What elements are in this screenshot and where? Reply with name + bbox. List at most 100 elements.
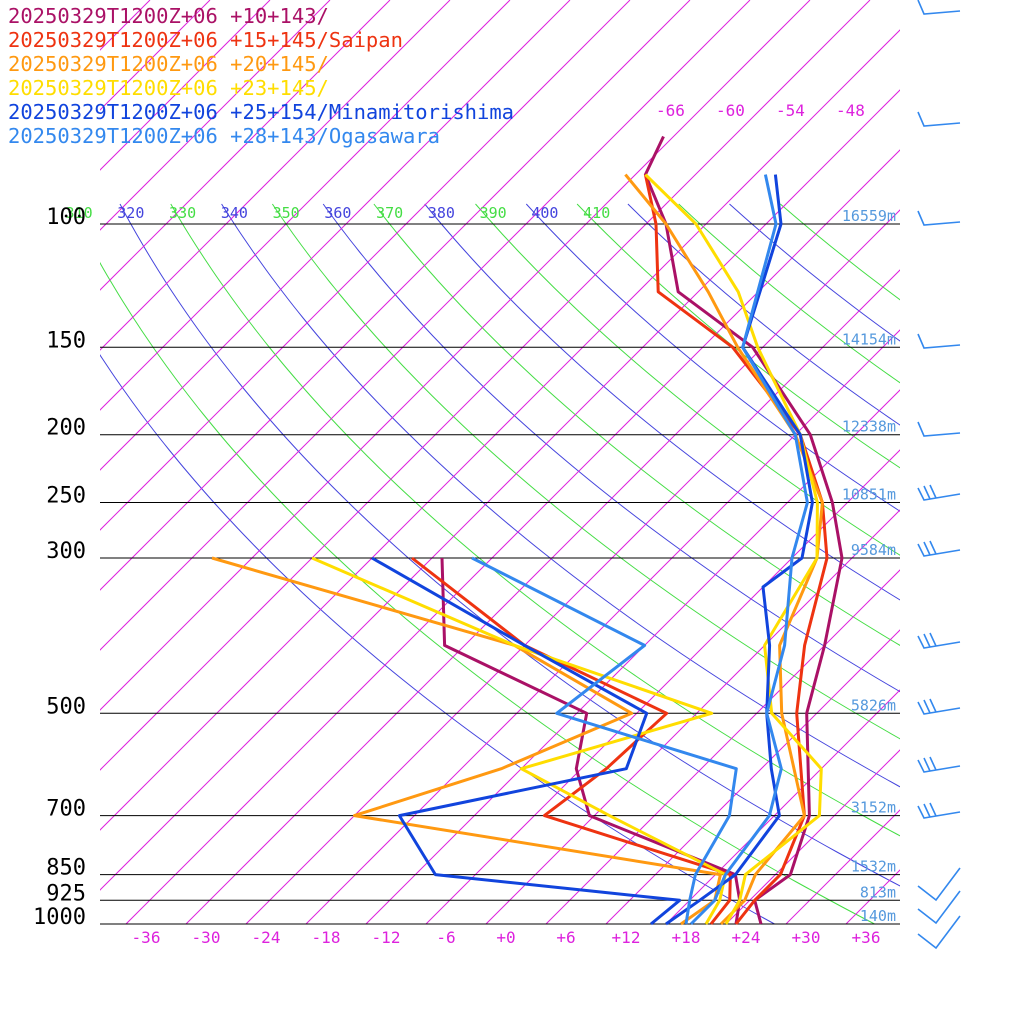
- dry-adiabat-380: [424, 203, 900, 601]
- legend-entry: 20250329T1200Z+06 +28+143/Ogasawara: [8, 124, 440, 148]
- dry-adiabat-310: [100, 261, 875, 924]
- pressure-label-250: 250: [46, 484, 86, 509]
- pressure-label-700: 700: [46, 797, 86, 822]
- wind-barb: [917, 210, 961, 226]
- series-1-dewpoint-line: [440, 557, 742, 925]
- isotherm--110: [100, 0, 331, 231]
- height-label-500: 5826m: [851, 696, 896, 714]
- wind-barb: [917, 756, 961, 773]
- wind-barb: [917, 333, 961, 349]
- pressure-label-100: 100: [46, 205, 86, 230]
- dry-adiabats: [100, 203, 900, 924]
- isotherm-label--48: -48: [836, 101, 865, 120]
- theta-label-340: 340: [221, 204, 248, 222]
- x-tick-+0: +0: [496, 928, 515, 947]
- isotherm--50: [100, 29, 900, 831]
- series-1-temperature-line: [643, 135, 844, 925]
- dry-adiabat-300: [100, 354, 775, 924]
- legend-entry: 20250329T1200Z+06 +20+145/: [8, 52, 329, 76]
- isotherm--14: [365, 389, 900, 924]
- isotherm--26: [245, 269, 900, 924]
- x-tick--30: -30: [192, 928, 221, 947]
- x-tick--18: -18: [312, 928, 341, 947]
- legend-entry: 20250329T1200Z+06 +15+145/Saipan: [8, 28, 403, 52]
- height-label-150: 14154m: [842, 330, 896, 348]
- x-tick-+30: +30: [792, 928, 821, 947]
- isotherm--56: [100, 0, 871, 771]
- theta-label-400: 400: [531, 204, 558, 222]
- height-label-700: 3152m: [851, 799, 896, 817]
- isobar-lines: [100, 223, 900, 925]
- dry-adiabat-340: [221, 203, 900, 788]
- x-tick--12: -12: [372, 928, 401, 947]
- series-4-dewpoint-line: [311, 556, 727, 925]
- dry-adiabat-labels: 310 320 330 340 350 360 370 380 390 400 410: [66, 204, 611, 222]
- pressure-label-200: 200: [46, 416, 86, 441]
- isotherm--38: [125, 149, 900, 924]
- dry-adiabat-320: [119, 203, 900, 887]
- series-4-temperature-line: [644, 173, 823, 925]
- isotherm--20: [305, 329, 900, 924]
- isotherm--8: [425, 449, 900, 924]
- x-tick--24: -24: [252, 928, 281, 947]
- x-tick-+24: +24: [732, 928, 761, 947]
- isotherm--92: [100, 0, 511, 411]
- isotherm-40: [906, 0, 1024, 924]
- dry-adiabat-370: [373, 203, 900, 646]
- wind-barb: [917, 698, 961, 715]
- theta-label-410: 410: [583, 204, 610, 222]
- series-3-temperature-line: [624, 173, 824, 926]
- wind-barb: [917, 632, 961, 649]
- dry-adiabat-350: [271, 203, 900, 740]
- height-label-100: 16559m: [842, 207, 896, 225]
- height-label-850: 1532m: [851, 858, 896, 876]
- wind-barbs: [917, 0, 961, 950]
- x-tick-+18: +18: [672, 928, 701, 947]
- theta-label-370: 370: [376, 204, 403, 222]
- theta-label-390: 390: [480, 204, 507, 222]
- isotherm--68: [100, 0, 751, 651]
- wind-barb: [917, 890, 961, 925]
- height-label-300: 9584m: [851, 541, 896, 559]
- legend-entry: 20250329T1200Z+06 +10+143/: [8, 4, 329, 28]
- isotherm-label--66: -66: [656, 101, 685, 120]
- pressure-label-300: 300: [46, 539, 86, 564]
- series-6-temperature-line: [689, 174, 809, 926]
- isotherm-34: [845, 869, 900, 924]
- isotherm--86: [100, 0, 571, 471]
- x-tick--36: -36: [132, 928, 161, 947]
- height-label-250: 10851m: [842, 486, 896, 504]
- wind-barb: [917, 111, 961, 127]
- dry-adiabat-420: [627, 203, 900, 426]
- isotherm--32: [185, 209, 900, 924]
- x-tick--6: -6: [436, 928, 455, 947]
- series-5-dewpoint-line: [371, 556, 682, 926]
- theta-label-310: 310: [66, 204, 93, 222]
- legend-entry: 20250329T1200Z+06 +25+154/Minamitorishim…: [8, 100, 514, 124]
- isotherm--116: [100, 0, 271, 171]
- height-label-1000: 140m: [860, 907, 896, 925]
- pressure-label-150: 150: [46, 328, 86, 353]
- isotherm-22: [725, 749, 900, 924]
- height-labels: 16559m 14154m 12338m 10851m 9584m 5826m 3152m 1…: [842, 207, 896, 925]
- pressure-label-500: 500: [46, 694, 86, 719]
- dry-adiabat-430: [678, 203, 900, 384]
- wind-barb: [917, 0, 961, 15]
- wind-barb: [917, 867, 961, 902]
- isotherm--44: [100, 89, 900, 891]
- series-6-dewpoint-line: [471, 556, 738, 925]
- wind-barb: [917, 915, 961, 950]
- isotherm--104: [100, 0, 391, 291]
- theta-label-360: 360: [324, 204, 351, 222]
- dry-adiabat-440: [729, 203, 900, 342]
- x-tick-+36: +36: [852, 928, 881, 947]
- theta-label-320: 320: [117, 204, 144, 222]
- isotherm-10: [605, 629, 900, 924]
- legend-entry: 20250329T1200Z+06 +23+145/: [8, 76, 329, 100]
- series-2-temperature-line: [643, 174, 829, 925]
- isotherm-label--54: -54: [776, 101, 805, 120]
- isotherm-labels: -66 -60 -54 -48: [656, 101, 865, 120]
- theta-label-330: 330: [169, 204, 196, 222]
